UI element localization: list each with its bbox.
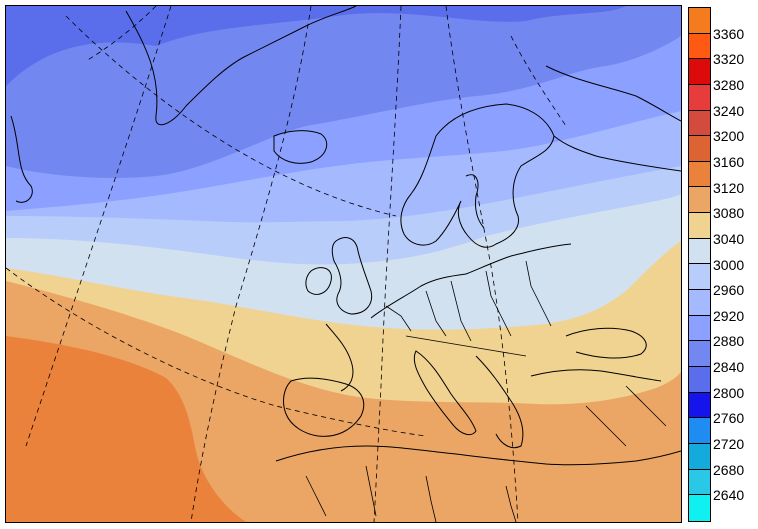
legend-swatch [689,341,710,367]
legend-tick-label: 3360 [713,25,745,42]
legend-swatch [689,418,710,444]
legend-tick-label: 3320 [713,51,745,68]
legend-swatch [689,264,710,291]
legend-tick-label: 3200 [713,128,745,145]
legend-tick-label: 3120 [713,179,745,196]
legend-swatch [689,136,710,162]
legend-tick-label: 2880 [713,333,745,350]
legend-swatch [689,33,710,60]
coastlines [10,6,681,466]
contour-band-3120 [6,336,246,522]
legend-tick-label: 2760 [713,410,745,427]
legend-swatch [689,213,710,239]
legend-swatch [689,84,710,111]
graticule [6,6,567,522]
borders [305,260,667,522]
legend-tick-label: 3080 [713,205,745,222]
legend-swatch [689,366,710,393]
legend-tick-label: 2960 [713,282,745,299]
legend-swatch [689,8,710,34]
legend-swatch [689,110,710,137]
legend-tick-label: 3280 [713,76,745,93]
legend-swatch [689,161,710,188]
legend-tick-label: 3000 [713,256,745,273]
legend-tick-label: 2640 [713,487,745,504]
contour-band-3120-east [366,446,681,522]
legend-swatch [689,469,710,496]
legend-swatch [689,187,710,214]
legend-tick-label: 2840 [713,359,745,376]
legend-tick-label: 2920 [713,307,745,324]
legend-tick-label: 2720 [713,436,745,453]
map-canvas [6,6,681,522]
legend-tick-label: 3040 [713,230,745,247]
legend-swatch [689,290,710,316]
legend-tick-label: 2680 [713,461,745,478]
legend-swatch [689,392,710,419]
legend-swatch [689,315,710,342]
legend-tick-label: 3160 [713,153,745,170]
legend-swatch [689,495,710,521]
legend-swatch [689,443,710,470]
legend-swatch [689,238,710,265]
legend-tick-label: 2800 [713,384,745,401]
legend-swatch [689,59,710,85]
color-legend [688,7,711,522]
legend-tick-label: 3240 [713,102,745,119]
geopotential-map[interactable] [5,5,682,523]
